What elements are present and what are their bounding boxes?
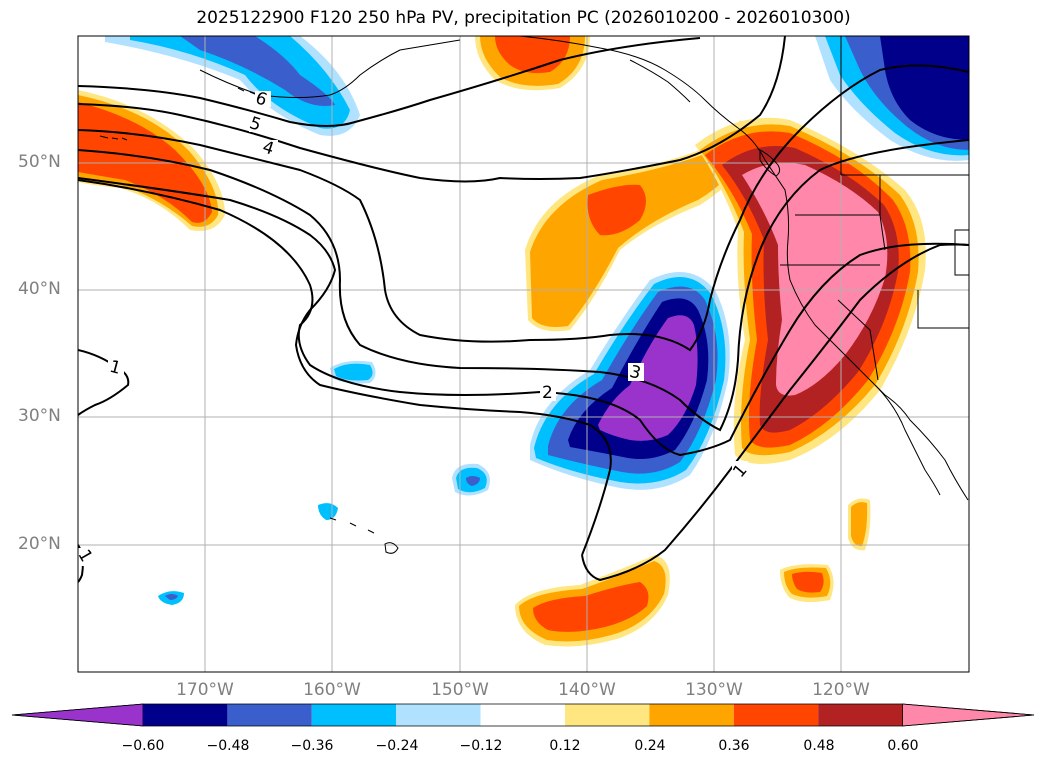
colorbar-outline: [11, 703, 1035, 727]
positive-anomaly-south: [515, 498, 871, 647]
lat-label-40n: 40°N: [18, 279, 61, 299]
positive-anomaly-westcoast: [695, 117, 926, 465]
positive-anomaly-north: [475, 36, 590, 91]
colorbar-segment: [565, 704, 650, 726]
map-title: 2025122900 F120 250 hPa PV, precipitatio…: [196, 8, 851, 28]
colorbar-segment: [143, 704, 228, 726]
colorbar-segment: [649, 704, 734, 726]
colorbar-tick-label: 0.12: [549, 738, 581, 754]
pv-contour-6: [78, 37, 701, 127]
colorbar-segment: [818, 704, 903, 726]
colorbar: [11, 703, 1035, 727]
contour-label-3: 3: [627, 362, 643, 384]
contour-label-2: 2: [542, 383, 553, 403]
positive-anomaly-west: [78, 90, 225, 231]
pv-contour-5: [78, 36, 786, 183]
negative-anomaly-small: [158, 360, 491, 605]
lon-label-140w: 140°W: [558, 680, 616, 700]
coastlines: [99, 36, 969, 554]
colorbar-tick-label: −0.24: [375, 738, 419, 754]
lon-label-120w: 120°W: [812, 680, 870, 700]
colorbar-tick-label: −0.12: [459, 738, 503, 754]
colorbar-tick-label: −0.60: [121, 738, 165, 754]
graticule: [78, 36, 969, 672]
map-frame: [77, 35, 970, 673]
colorbar-segment: [311, 704, 397, 726]
pv-contour-3: [78, 139, 969, 432]
positive-anomaly-central: [525, 120, 760, 332]
colorbar-tick-label: −0.48: [206, 738, 250, 754]
lon-label-150w: 150°W: [431, 680, 489, 700]
lat-label-30n: 30°N: [18, 406, 61, 426]
negative-anomaly-nw: [105, 36, 360, 136]
colorbar-tick-label: 0.48: [803, 738, 835, 754]
pv-contour-1-west: [78, 349, 130, 416]
colorbar-extend-right: [902, 703, 1035, 727]
contour-label-halos: [78, 91, 748, 566]
lon-label-130w: 130°W: [685, 680, 743, 700]
pv-contour-1-main: [78, 177, 612, 556]
colorbar-tick-label: 0.24: [634, 738, 666, 754]
pv-contour-1-east: [581, 243, 969, 582]
colorbar-extend-left: [11, 703, 144, 727]
pv-contour-2: [78, 179, 969, 457]
contour-label-1-west: 1: [107, 357, 123, 379]
colorbar-segment: [480, 704, 565, 726]
colorbar-segment: [396, 704, 481, 726]
colorbar-tick-label: −0.36: [290, 738, 334, 754]
lon-label-160w: 160°W: [303, 680, 361, 700]
colorbar-tick-label: 0.36: [718, 738, 750, 754]
lat-label-50n: 50°N: [18, 152, 61, 172]
pv-contours: [78, 36, 969, 583]
colorbar-segment: [227, 704, 312, 726]
colorbar-segment: [733, 704, 819, 726]
pv-contour-4: [78, 64, 969, 352]
lon-label-170w: 170°W: [176, 680, 234, 700]
colorbar-tick-label: 0.60: [887, 738, 919, 754]
lat-label-20n: 20°N: [18, 534, 61, 554]
